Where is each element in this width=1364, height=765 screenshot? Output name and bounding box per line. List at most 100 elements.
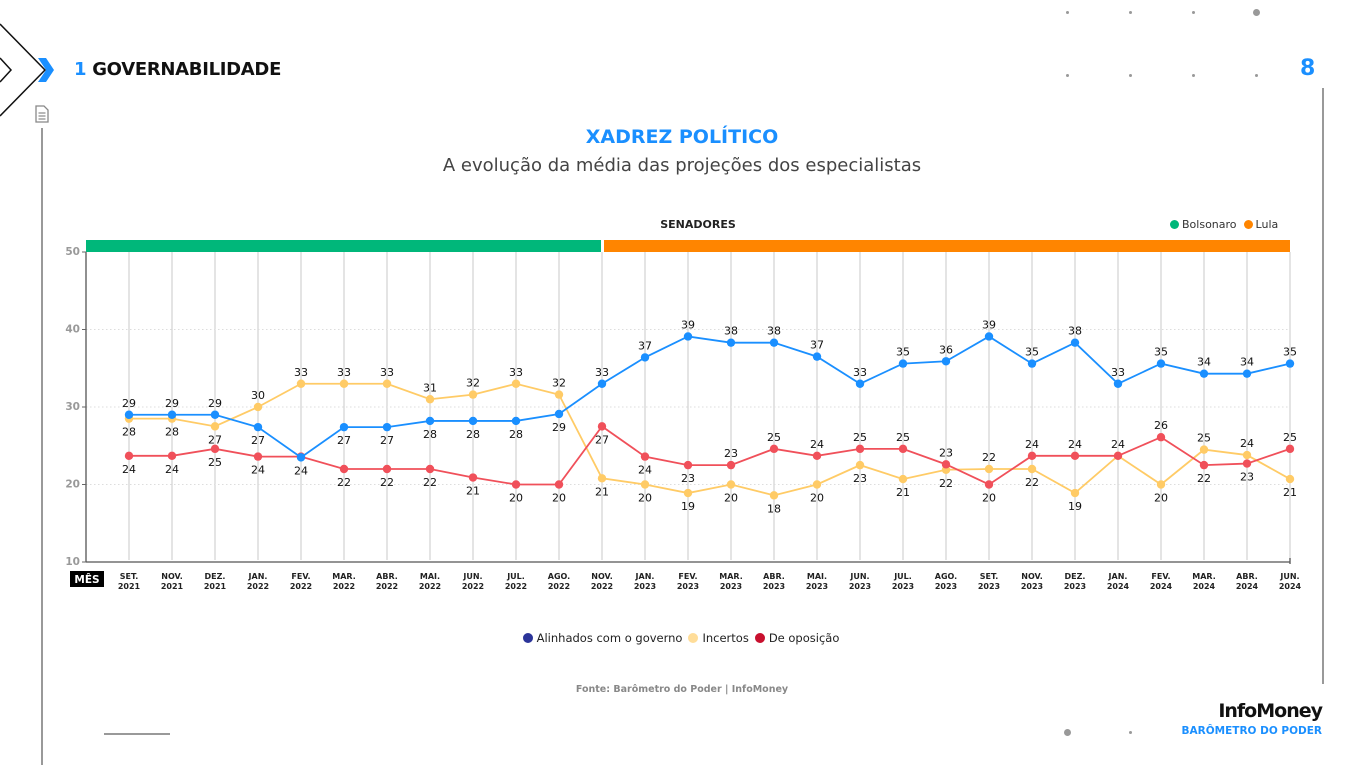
data-label-incertos: 28 [165, 426, 179, 439]
x-tick-label-year: 2021 [161, 582, 184, 591]
x-tick-label-year: 2022 [419, 582, 441, 591]
x-tick-label-month: ABR. [1236, 572, 1258, 581]
data-point-incertos [511, 379, 521, 388]
data-label-oposicao: 27 [595, 433, 609, 446]
data-label-oposicao: 20 [509, 492, 523, 505]
data-label-alinhados: 27 [380, 434, 394, 447]
data-point-alinhados [511, 416, 521, 426]
data-label-alinhados: 33 [595, 366, 609, 379]
data-label-incertos: 30 [251, 389, 265, 402]
data-label-alinhados: 37 [638, 339, 652, 352]
data-point-incertos [812, 480, 822, 489]
data-point-alinhados [984, 332, 994, 341]
legend-label-bolsonaro: Bolsonaro [1182, 218, 1237, 231]
x-tick-label-month: SET. [120, 572, 139, 581]
data-label-incertos: 22 [939, 477, 953, 490]
x-tick-label-year: 2022 [290, 582, 312, 591]
legend-dot-bolsonaro [1170, 220, 1179, 229]
data-label-incertos: 22 [1025, 476, 1039, 489]
data-label-alinhados: 28 [509, 428, 523, 441]
period-bar-bolsonaro [86, 240, 601, 252]
data-point-oposicao [511, 480, 521, 489]
data-label-oposicao: 23 [724, 447, 738, 460]
x-tick-label-month: ABR. [376, 572, 398, 581]
source-note: Fonte: Barômetro do Poder | InfoMoney [575, 684, 789, 695]
decor-dot [1064, 729, 1071, 736]
data-point-alinhados [640, 353, 650, 362]
x-tick-label-year: 2024 [1236, 582, 1259, 591]
x-tick-label-month: JUL. [506, 572, 525, 581]
data-point-alinhados [1027, 359, 1037, 368]
data-point-alinhados [210, 410, 220, 419]
brand-logo: InfoMoney [1218, 700, 1323, 722]
data-label-incertos: 25 [1197, 432, 1211, 445]
x-tick-label-month: JAN. [1108, 572, 1128, 581]
data-point-oposicao [468, 473, 478, 482]
data-label-oposicao: 24 [165, 463, 179, 476]
data-label-oposicao: 24 [810, 438, 824, 451]
data-label-incertos: 18 [767, 502, 781, 515]
data-point-alinhados [124, 410, 134, 419]
data-label-oposicao: 23 [939, 446, 953, 459]
y-tick-label: 20 [65, 479, 80, 491]
data-point-oposicao [382, 464, 392, 474]
series-line-alinhados [129, 335, 1291, 459]
data-point-oposicao [898, 444, 908, 454]
data-label-incertos: 33 [380, 366, 394, 379]
x-tick-label-year: 2022 [591, 582, 613, 591]
x-tick-label-month: SET. [980, 572, 999, 581]
x-tick-label-year: 2023 [677, 582, 699, 591]
x-tick-label-month: DEZ. [1065, 572, 1086, 581]
period-bar-lula [604, 240, 1290, 252]
data-point-incertos [855, 460, 865, 470]
series-legend: Alinhados com o governo Incertos De opos… [0, 631, 1364, 645]
data-label-oposicao: 25 [896, 431, 910, 444]
data-point-incertos [253, 402, 263, 412]
series-line-incertos [129, 382, 1291, 497]
data-label-alinhados: 27 [337, 434, 351, 447]
x-tick-label-year: 2023 [806, 582, 828, 591]
x-tick-label-year: 2023 [763, 582, 785, 591]
decor-dot [1066, 74, 1069, 77]
x-tick-label-month: NOV. [161, 572, 182, 581]
data-point-oposicao [1285, 444, 1295, 454]
x-tick-label-year: 2022 [376, 582, 398, 591]
data-point-oposicao [769, 444, 779, 454]
data-label-oposicao: 23 [681, 472, 695, 485]
x-tick-label-year: 2022 [247, 582, 269, 591]
data-point-oposicao [855, 444, 865, 454]
data-point-oposicao [124, 451, 134, 461]
data-point-alinhados [597, 379, 607, 388]
data-point-incertos [640, 480, 650, 489]
data-point-alinhados [1242, 369, 1252, 378]
data-point-alinhados [382, 422, 392, 432]
section-title: 1 GOVERNABILIDADE [74, 59, 281, 80]
data-label-oposicao: 24 [122, 463, 136, 476]
data-point-oposicao [812, 451, 822, 461]
data-label-oposicao: 24 [251, 464, 265, 477]
y-tick-label: 10 [65, 556, 80, 568]
x-tick-label-year: 2021 [204, 582, 227, 591]
chevron-right-icon[interactable] [36, 56, 56, 84]
x-tick-label-year: 2022 [462, 582, 484, 591]
x-tick-label-year: 2023 [892, 582, 914, 591]
x-tick-label-year: 2023 [1064, 582, 1086, 591]
section-number: 1 [74, 59, 87, 80]
x-tick-label-year: 2023 [935, 582, 957, 591]
document-icon[interactable] [34, 105, 50, 123]
x-tick-label-year: 2022 [505, 582, 527, 591]
data-label-incertos: 21 [896, 486, 910, 499]
data-point-alinhados [898, 359, 908, 368]
x-tick-label-month: MAR. [1192, 572, 1216, 581]
data-label-incertos: 27 [208, 433, 222, 446]
data-point-alinhados [554, 409, 564, 419]
data-point-incertos [597, 474, 607, 483]
chart-title: XADREZ POLÍTICO [585, 126, 779, 148]
x-tick-label-year: 2023 [978, 582, 1000, 591]
x-tick-label-month: MAI. [807, 572, 827, 581]
data-label-alinhados: 35 [1283, 346, 1297, 359]
data-point-incertos [339, 379, 349, 388]
legend-label-alinhados: Alinhados com o governo [536, 631, 683, 645]
data-label-oposicao: 24 [1025, 438, 1039, 451]
